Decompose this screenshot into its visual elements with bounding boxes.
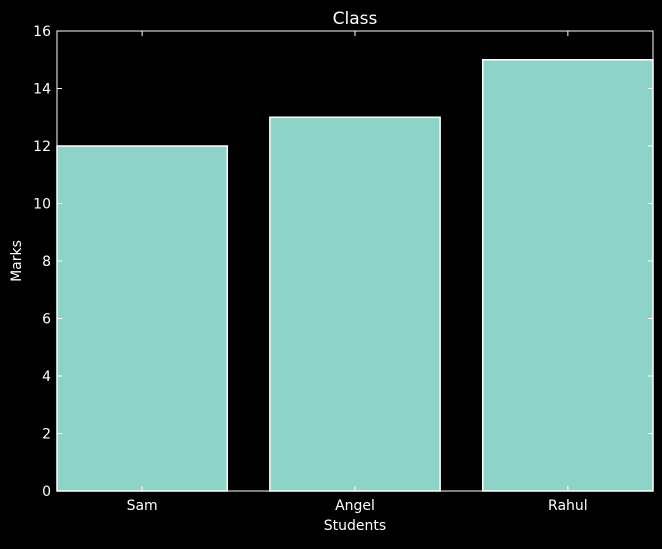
x-tick-label: Sam [127,498,158,514]
x-tick-label: Rahul [548,498,588,514]
y-tick-label: 16 [33,24,51,40]
x-tick-label: Angel [335,498,375,514]
bars-layer [56,59,654,492]
chart-title: Class [333,9,378,29]
y-tick-label: 2 [42,427,51,443]
ticks-layer: Sam Angel Rahul 0 2 4 6 8 10 12 14 16 [33,24,653,514]
y-tick-label: 4 [42,369,51,385]
bar-sam [56,145,229,492]
y-tick-label: 14 [33,82,51,98]
y-tick-label: 12 [33,139,51,155]
y-tick-label: 6 [42,312,51,328]
y-tick-label: 0 [42,484,51,500]
bar-rahul [481,59,654,492]
bar-angel [269,116,441,492]
x-axis-label: Students [324,518,386,534]
y-tick-label: 10 [33,197,51,213]
y-axis-label: Marks [9,240,25,282]
y-tick-label: 8 [42,254,51,270]
